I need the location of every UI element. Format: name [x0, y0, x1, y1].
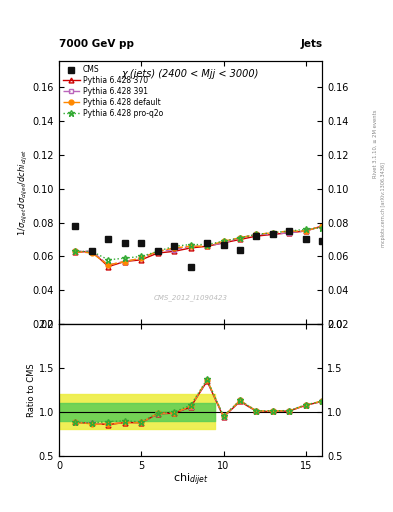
Pythia 6.428 370	[188, 245, 193, 251]
Pythia 6.428 pro-q2o	[106, 257, 111, 263]
Pythia 6.428 370	[287, 229, 292, 236]
Text: Jets: Jets	[300, 38, 322, 49]
Pythia 6.428 pro-q2o	[303, 226, 308, 232]
Y-axis label: Ratio to CMS: Ratio to CMS	[27, 363, 36, 417]
Pythia 6.428 default	[254, 231, 259, 238]
Pythia 6.428 391	[123, 259, 127, 265]
Pythia 6.428 370	[106, 264, 111, 270]
Pythia 6.428 391	[188, 243, 193, 249]
Pythia 6.428 default	[270, 229, 275, 236]
Pythia 6.428 391	[205, 243, 209, 249]
Text: χ (jets) (2400 < Mjj < 3000): χ (jets) (2400 < Mjj < 3000)	[122, 69, 259, 79]
Pythia 6.428 391	[172, 247, 176, 253]
CMS	[90, 248, 94, 254]
Pythia 6.428 default	[221, 238, 226, 244]
Pythia 6.428 391	[287, 229, 292, 236]
Pythia 6.428 default	[106, 262, 111, 268]
Pythia 6.428 default	[123, 259, 127, 265]
Pythia 6.428 370	[221, 240, 226, 246]
Pythia 6.428 default	[73, 248, 78, 254]
Line: CMS: CMS	[72, 223, 325, 270]
Pythia 6.428 391	[106, 262, 111, 268]
Text: mcplots.cern.ch [arXiv:1306.3436]: mcplots.cern.ch [arXiv:1306.3436]	[381, 162, 386, 247]
Pythia 6.428 370	[303, 228, 308, 234]
Pythia 6.428 default	[90, 250, 94, 256]
Pythia 6.428 default	[139, 255, 143, 261]
Pythia 6.428 pro-q2o	[90, 248, 94, 254]
Pythia 6.428 370	[90, 248, 94, 254]
Text: 7000 GeV pp: 7000 GeV pp	[59, 38, 134, 49]
Pythia 6.428 370	[155, 250, 160, 256]
Pythia 6.428 pro-q2o	[221, 238, 226, 244]
CMS	[320, 238, 325, 244]
Pythia 6.428 370	[320, 223, 325, 229]
Pythia 6.428 391	[221, 240, 226, 246]
CMS	[155, 248, 160, 254]
CMS	[221, 242, 226, 248]
Pythia 6.428 370	[123, 259, 127, 265]
Pythia 6.428 pro-q2o	[139, 253, 143, 260]
Pythia 6.428 pro-q2o	[320, 225, 325, 231]
Pythia 6.428 391	[320, 223, 325, 229]
Text: CMS_2012_I1090423: CMS_2012_I1090423	[154, 294, 228, 302]
CMS	[188, 264, 193, 270]
Pythia 6.428 default	[287, 228, 292, 234]
CMS	[172, 243, 176, 249]
CMS	[287, 228, 292, 234]
Pythia 6.428 default	[238, 234, 242, 241]
CMS	[254, 233, 259, 239]
Line: Pythia 6.428 391: Pythia 6.428 391	[73, 224, 325, 267]
Pythia 6.428 default	[188, 243, 193, 249]
Pythia 6.428 pro-q2o	[73, 248, 78, 254]
Pythia 6.428 pro-q2o	[205, 242, 209, 248]
X-axis label: chi$_{dijet}$: chi$_{dijet}$	[173, 472, 208, 488]
Pythia 6.428 pro-q2o	[287, 228, 292, 234]
Pythia 6.428 370	[205, 243, 209, 249]
Pythia 6.428 370	[139, 257, 143, 263]
Pythia 6.428 391	[155, 248, 160, 254]
Pythia 6.428 391	[90, 248, 94, 254]
Pythia 6.428 370	[238, 237, 242, 243]
CMS	[205, 240, 209, 246]
Pythia 6.428 default	[303, 228, 308, 234]
Pythia 6.428 pro-q2o	[172, 243, 176, 249]
Pythia 6.428 pro-q2o	[238, 234, 242, 241]
CMS	[303, 237, 308, 243]
CMS	[123, 240, 127, 246]
Pythia 6.428 pro-q2o	[188, 242, 193, 248]
Pythia 6.428 391	[238, 234, 242, 241]
Text: Rivet 3.1.10, ≥ 2M events: Rivet 3.1.10, ≥ 2M events	[373, 109, 378, 178]
CMS	[139, 240, 143, 246]
Pythia 6.428 370	[270, 231, 275, 238]
Pythia 6.428 default	[172, 245, 176, 251]
CMS	[270, 231, 275, 238]
Line: Pythia 6.428 pro-q2o: Pythia 6.428 pro-q2o	[72, 224, 325, 263]
Pythia 6.428 391	[139, 255, 143, 261]
Pythia 6.428 pro-q2o	[123, 255, 127, 261]
CMS	[238, 247, 242, 253]
Pythia 6.428 370	[73, 249, 78, 255]
Pythia 6.428 default	[155, 248, 160, 254]
Line: Pythia 6.428 default: Pythia 6.428 default	[73, 224, 325, 267]
Pythia 6.428 391	[73, 248, 78, 254]
Y-axis label: $1/\sigma_{dijet}\,d\sigma_{dijet}/dchi_{dijet}$: $1/\sigma_{dijet}\,d\sigma_{dijet}/dchi_…	[17, 150, 30, 237]
Pythia 6.428 370	[172, 248, 176, 254]
Pythia 6.428 pro-q2o	[155, 248, 160, 254]
Pythia 6.428 391	[254, 231, 259, 238]
Pythia 6.428 default	[205, 243, 209, 249]
Pythia 6.428 pro-q2o	[254, 231, 259, 238]
Line: Pythia 6.428 370: Pythia 6.428 370	[73, 224, 325, 269]
CMS	[106, 237, 111, 243]
Pythia 6.428 370	[254, 233, 259, 239]
Pythia 6.428 default	[320, 223, 325, 229]
Pythia 6.428 391	[303, 228, 308, 234]
Legend: CMS, Pythia 6.428 370, Pythia 6.428 391, Pythia 6.428 default, Pythia 6.428 pro-: CMS, Pythia 6.428 370, Pythia 6.428 391,…	[61, 63, 164, 119]
Pythia 6.428 391	[270, 231, 275, 238]
Pythia 6.428 pro-q2o	[270, 229, 275, 236]
CMS	[73, 223, 78, 229]
